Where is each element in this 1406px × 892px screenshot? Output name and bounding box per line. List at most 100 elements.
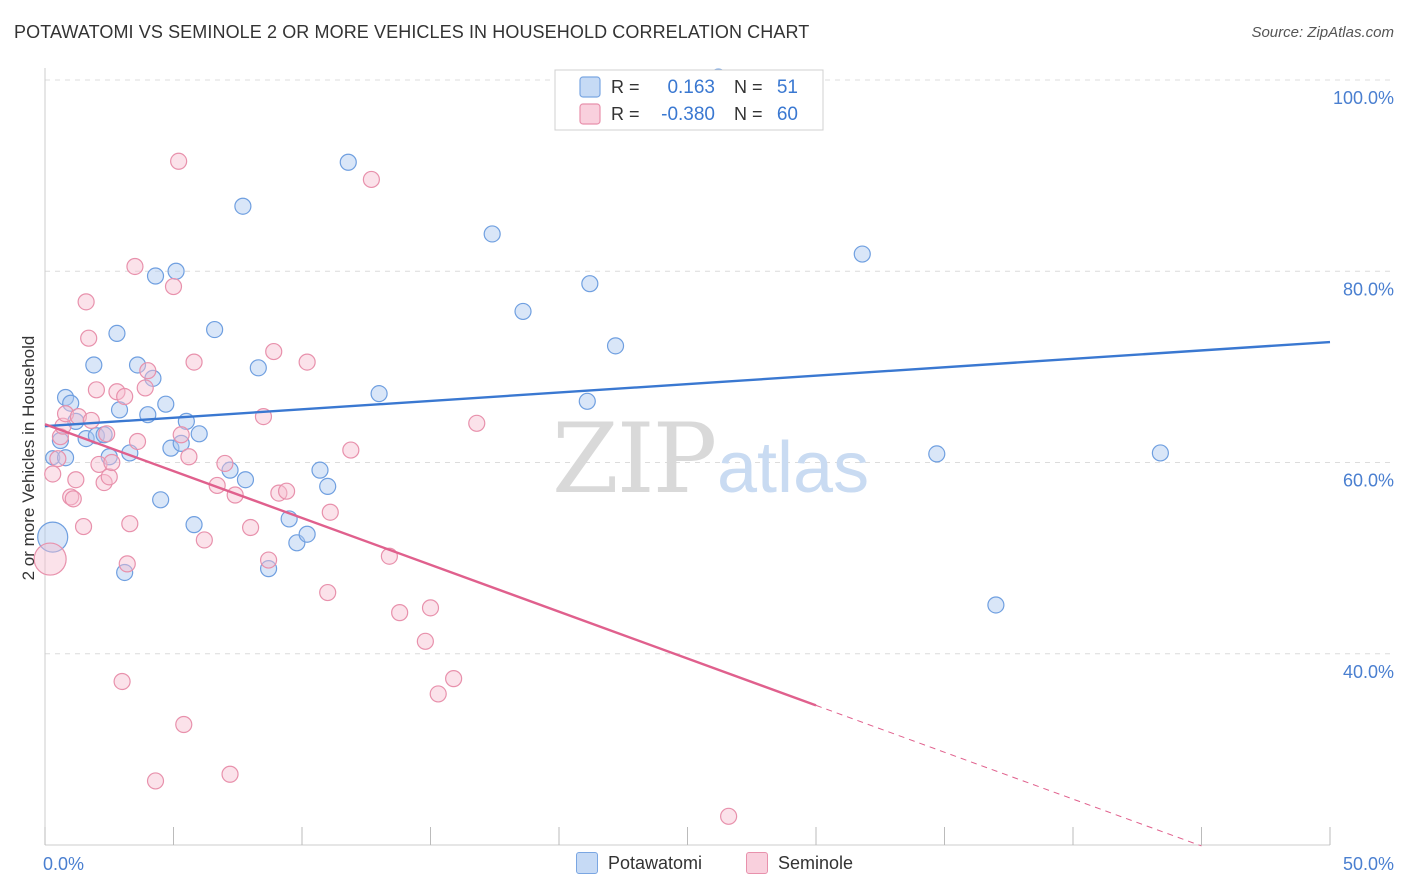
data-point-potawatomi — [928, 445, 946, 463]
chart-title: POTAWATOMI VS SEMINOLE 2 OR MORE VEHICLE… — [14, 22, 810, 42]
data-point-seminole — [116, 387, 134, 406]
grid-layer — [45, 79, 1392, 655]
data-point-seminole — [362, 170, 380, 189]
data-point-seminole — [185, 353, 203, 371]
data-point-seminole — [277, 482, 296, 500]
data-point-seminole — [172, 426, 190, 444]
data-point-potawatomi — [370, 385, 388, 403]
data-point-seminole — [121, 515, 139, 533]
data-point-seminole — [80, 329, 98, 347]
data-point-seminole — [319, 583, 337, 602]
data-point-seminole — [445, 670, 463, 688]
data-point-potawatomi — [162, 439, 180, 457]
data-point-seminole — [56, 405, 75, 423]
data-point-potawatomi — [152, 491, 170, 509]
data-point-potawatomi — [581, 275, 599, 293]
legend-n-value: 60 — [777, 104, 798, 125]
data-point-seminole — [139, 362, 157, 380]
data-point-seminole — [421, 599, 440, 617]
data-point-seminole — [170, 152, 188, 170]
legend-label-seminole: Seminole — [778, 852, 854, 873]
data-point-potawatomi — [157, 395, 175, 413]
data-point-potawatomi — [146, 267, 165, 285]
data-point-potawatomi — [51, 431, 70, 450]
data-point-potawatomi — [190, 425, 208, 443]
data-point-potawatomi — [185, 516, 203, 534]
legend-r-label: R = — [611, 104, 640, 124]
watermark-atlas: atlas — [717, 428, 869, 508]
trend-line-seminole — [44, 423, 817, 707]
legend-swatch-seminole — [746, 852, 768, 874]
data-point-potawatomi — [1151, 444, 1169, 462]
data-point-potawatomi — [249, 359, 267, 377]
legend-swatch-pink — [579, 103, 601, 125]
data-point-seminole — [113, 672, 131, 691]
data-point-potawatomi — [298, 525, 316, 543]
data-point-potawatomi — [606, 337, 625, 355]
data-point-potawatomi — [514, 302, 532, 321]
data-point-potawatomi — [234, 197, 252, 215]
data-point-potawatomi — [108, 324, 126, 343]
data-point-seminole — [265, 342, 283, 361]
legend-n-label: N = — [734, 77, 763, 97]
data-point-seminole — [33, 542, 67, 576]
legend-label-potawatomi: Potawatomi — [608, 852, 703, 873]
data-point-potawatomi — [128, 356, 147, 374]
data-point-potawatomi — [167, 262, 185, 280]
data-point-seminole — [221, 765, 239, 783]
data-point-seminole — [259, 551, 278, 569]
data-point-potawatomi — [172, 434, 190, 452]
data-point-potawatomi — [853, 245, 871, 263]
legend-r-label: R = — [611, 77, 640, 97]
data-point-seminole — [90, 455, 108, 474]
data-point-seminole — [98, 425, 116, 443]
data-point-seminole — [468, 414, 486, 432]
data-point-seminole — [74, 517, 93, 536]
data-point-seminole — [180, 448, 198, 466]
data-point-seminole — [118, 555, 136, 573]
data-point-seminole — [720, 807, 738, 825]
data-point-seminole — [146, 772, 165, 790]
legend-r-value: 0.163 — [667, 77, 715, 98]
data-point-potawatomi — [85, 356, 103, 374]
y-axis-label: 2 or more Vehicles in Household — [19, 336, 38, 581]
data-point-seminole — [342, 441, 360, 459]
data-point-seminole — [44, 465, 62, 483]
data-point-seminole — [321, 503, 339, 521]
legend-n-value: 51 — [777, 77, 798, 98]
data-point-seminole — [77, 293, 95, 311]
legend-item-seminole: Seminole — [746, 852, 853, 874]
data-point-seminole — [416, 632, 434, 650]
data-point-seminole — [126, 257, 144, 276]
data-point-potawatomi — [987, 596, 1005, 614]
legend-r-value: -0.380 — [661, 104, 715, 125]
data-point-potawatomi — [236, 471, 255, 489]
data-point-potawatomi — [311, 461, 329, 479]
legend-top: R = 0.163 N = 51 R = -0.380 N = 60 — [554, 69, 824, 131]
data-point-seminole — [391, 604, 409, 622]
trend-extension-seminole — [815, 704, 1202, 847]
watermark: ZIP atlas — [552, 403, 869, 515]
data-point-seminole — [62, 488, 80, 506]
y-tick-label: 80.0% — [1343, 279, 1394, 299]
data-point-potawatomi — [483, 225, 501, 243]
trend-layer — [44, 340, 1331, 847]
data-point-seminole — [87, 381, 106, 399]
data-point-potawatomi — [319, 477, 337, 496]
trend-line-potawatomi — [44, 340, 1331, 428]
x-tick-label-left: 0.0% — [43, 854, 84, 874]
data-point-seminole — [103, 453, 121, 472]
y-tick-label: 40.0% — [1343, 662, 1394, 682]
y-tick-label: 100.0% — [1333, 88, 1394, 108]
legend-item-potawatomi: Potawatomi — [576, 852, 702, 874]
watermark-zip: ZIP — [552, 403, 715, 515]
data-point-seminole — [64, 490, 82, 508]
data-point-potawatomi — [37, 521, 69, 553]
y-tick-label: 60.0% — [1343, 471, 1394, 491]
data-point-seminole — [164, 277, 183, 296]
data-point-seminole — [136, 379, 154, 397]
data-point-seminole — [195, 531, 213, 549]
data-point-seminole — [298, 353, 316, 371]
legend-n-label: N = — [734, 104, 763, 124]
